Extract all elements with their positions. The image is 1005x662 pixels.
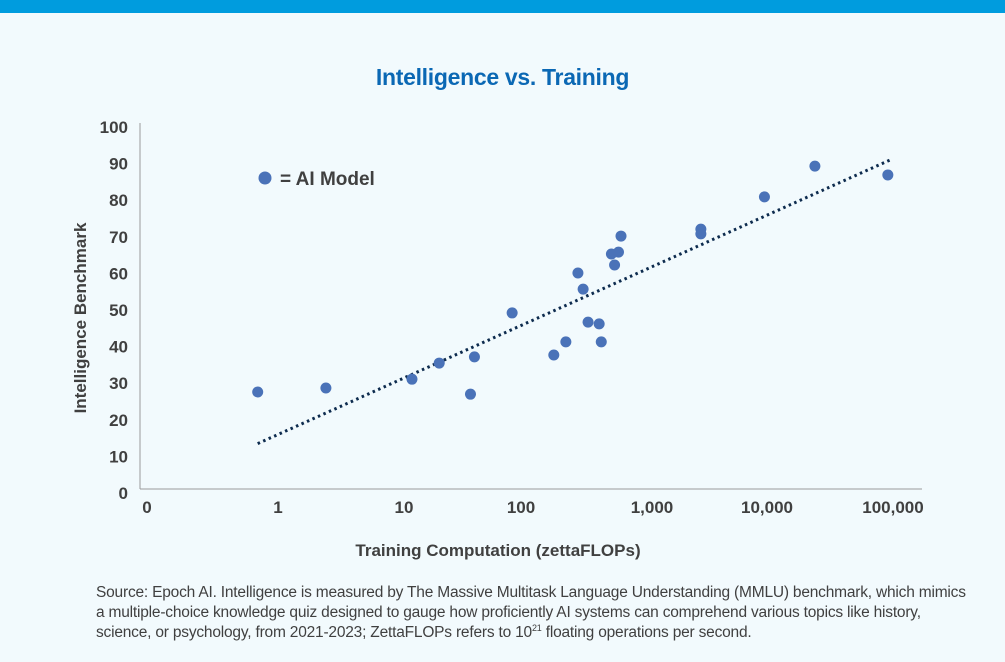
data-point (695, 228, 707, 240)
chart-title: Intelligence vs. Training (375, 64, 630, 90)
y-axis-title: Intelligence Benchmark (71, 222, 90, 413)
data-point (252, 386, 264, 398)
data-point (577, 283, 589, 295)
data-point (758, 191, 770, 203)
source-note-text-end: floating operations per second. (541, 624, 752, 641)
y-tick-label: 40 (109, 338, 128, 357)
y-tick-label: 20 (109, 411, 128, 430)
source-note: Source: Epoch AI. Intelligence is measur… (96, 583, 976, 643)
data-point (548, 349, 560, 361)
data-point (809, 160, 821, 172)
data-point (433, 357, 445, 369)
legend-marker-icon (258, 171, 272, 185)
data-point (882, 169, 894, 181)
data-point (560, 336, 572, 348)
x-tick-label: 0 (142, 498, 151, 517)
data-point (320, 382, 332, 394)
x-tick-label: 1 (273, 498, 282, 517)
x-axis-title: Training Computation (zettaFLOPs) (355, 541, 640, 560)
trendline (257, 158, 891, 445)
data-point (593, 318, 605, 330)
y-tick-label: 60 (109, 264, 128, 283)
data-point (613, 246, 625, 258)
top-accent-bar (0, 0, 1005, 13)
y-tick-label: 100 (100, 118, 128, 137)
data-point (615, 230, 627, 242)
y-tick-label: 90 (109, 155, 128, 174)
x-tick-label: 100 (507, 498, 535, 517)
x-tick-label: 10 (395, 498, 414, 517)
data-point (609, 259, 621, 271)
y-tick-label: 80 (109, 191, 128, 210)
data-point (468, 351, 480, 363)
x-tick-label: 10,000 (741, 498, 793, 517)
data-point (406, 373, 418, 385)
data-point (595, 336, 607, 348)
legend-label: = AI Model (280, 169, 375, 190)
x-tick-label: 100,000 (862, 498, 923, 517)
y-tick-label: 0 (119, 484, 128, 503)
y-tick-label: 10 (109, 447, 128, 466)
y-tick-label: 70 (109, 228, 128, 247)
data-point (572, 267, 584, 279)
data-point (582, 316, 594, 328)
y-tick-label: 30 (109, 374, 128, 393)
x-tick-label: 1,000 (631, 498, 674, 517)
source-note-text: Source: Epoch AI. Intelligence is measur… (96, 584, 966, 641)
exponent: 21 (531, 622, 542, 633)
data-point (506, 307, 518, 319)
data-point (464, 388, 476, 400)
y-tick-label: 50 (109, 301, 128, 320)
scatter-chart: 0 10 20 30 40 50 60 70 80 90 100 0 1 10 100 1,000 10,00… (71, 118, 924, 560)
